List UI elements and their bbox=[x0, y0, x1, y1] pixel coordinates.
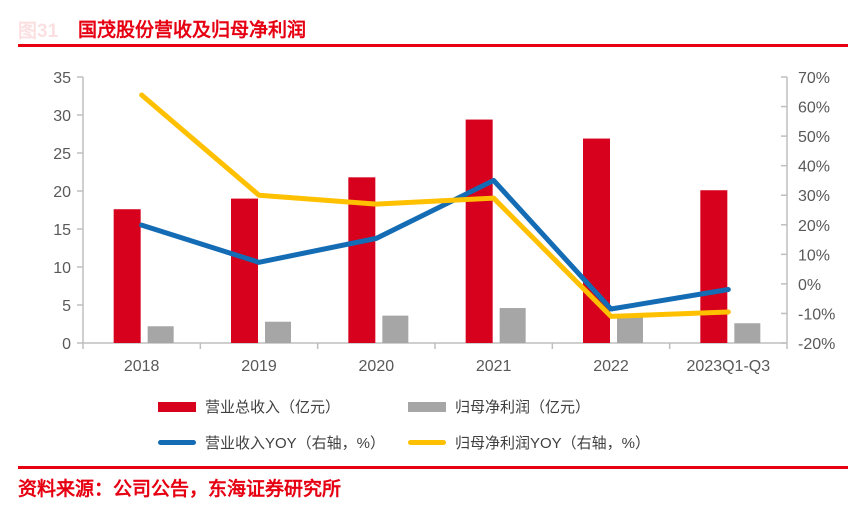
right-axis-tick-label: 20% bbox=[798, 218, 830, 235]
legend-item: 营业收入YOY（右轴，%） bbox=[158, 432, 408, 453]
legend-swatch-bar_red bbox=[158, 401, 196, 412]
right-axis-tick-label: 40% bbox=[798, 159, 830, 176]
right-axis-tick-label: -10% bbox=[798, 306, 835, 323]
bar-bar_red bbox=[700, 190, 728, 343]
left-axis-tick-label: 5 bbox=[62, 298, 71, 315]
left-axis-tick-label: 15 bbox=[53, 222, 71, 239]
left-axis-tick-label: 10 bbox=[53, 260, 71, 277]
right-axis-tick-label: 10% bbox=[798, 247, 830, 264]
bar-bar_red bbox=[113, 209, 141, 343]
legend-swatch-line_yellow bbox=[408, 440, 446, 445]
x-axis-category-label: 2021 bbox=[476, 358, 512, 375]
left-axis-tick-label: 35 bbox=[53, 70, 71, 87]
legend-swatch-line_blue bbox=[158, 440, 196, 445]
legend-label: 归母净利润YOY（右轴，%） bbox=[455, 435, 651, 452]
left-axis-tick-label: 30 bbox=[53, 108, 71, 125]
bar-bar_gray bbox=[734, 323, 761, 343]
right-axis-tick-label: 30% bbox=[798, 188, 830, 205]
bar-bar_gray bbox=[147, 326, 174, 343]
bar-bar_gray bbox=[617, 314, 643, 343]
x-axis-category-label: 2022 bbox=[593, 358, 629, 375]
x-axis-category-label: 2019 bbox=[241, 358, 277, 375]
right-axis-tick-label: 0% bbox=[798, 277, 821, 294]
left-axis-tick-label: 0 bbox=[62, 336, 71, 353]
figure-number-label: 图31 bbox=[18, 21, 59, 42]
line-series-line_yellow bbox=[139, 92, 731, 319]
legend-label: 归母净利润（亿元） bbox=[455, 399, 591, 416]
x-axis-category-label: 2020 bbox=[359, 358, 395, 375]
bar-bar_red bbox=[231, 198, 258, 343]
left-axis-tick-label: 20 bbox=[53, 184, 71, 201]
right-axis-tick-label: 50% bbox=[798, 129, 830, 146]
bar-bar_gray bbox=[382, 315, 409, 343]
bar-bar_gray bbox=[499, 308, 526, 343]
bar-bar_gray bbox=[265, 321, 291, 343]
legend-item: 归母净利润（亿元） bbox=[408, 396, 650, 417]
bar-bar_red bbox=[465, 119, 493, 343]
right-axis-tick-label: 70% bbox=[798, 70, 830, 87]
chart-legend: 营业总收入（亿元） 归母净利润（亿元） 营业收入YOY（右轴，%） 归母净利润YOY（… bbox=[158, 396, 650, 453]
x-axis-category-label: 2023Q1-Q3 bbox=[687, 358, 771, 375]
title-divider bbox=[18, 44, 848, 47]
right-axis-tick-label: 60% bbox=[798, 100, 830, 117]
x-axis-category-label: 2018 bbox=[124, 358, 160, 375]
line-series-line_blue bbox=[139, 177, 731, 312]
legend-swatch-bar_gray bbox=[408, 401, 446, 412]
chart-canvas: 0 5 10 15 20 25 30 35 -20% -10% 0% 10% 20% 30% 40% 50% 6… bbox=[53, 70, 835, 375]
left-axis-tick-label: 25 bbox=[53, 146, 71, 163]
source-note: 资料来源：公司公告，东海证券研究所 bbox=[18, 479, 342, 500]
chart-title: 国茂股份营收及归母净利润 bbox=[78, 20, 307, 41]
right-axis-tick-label: -20% bbox=[798, 336, 835, 353]
legend-label: 营业总收入（亿元） bbox=[205, 399, 341, 416]
legend-item: 营业总收入（亿元） bbox=[158, 396, 408, 417]
legend-label: 营业收入YOY（右轴，%） bbox=[205, 435, 386, 452]
legend-item: 归母净利润YOY（右轴，%） bbox=[408, 432, 650, 453]
source-divider bbox=[18, 466, 848, 469]
